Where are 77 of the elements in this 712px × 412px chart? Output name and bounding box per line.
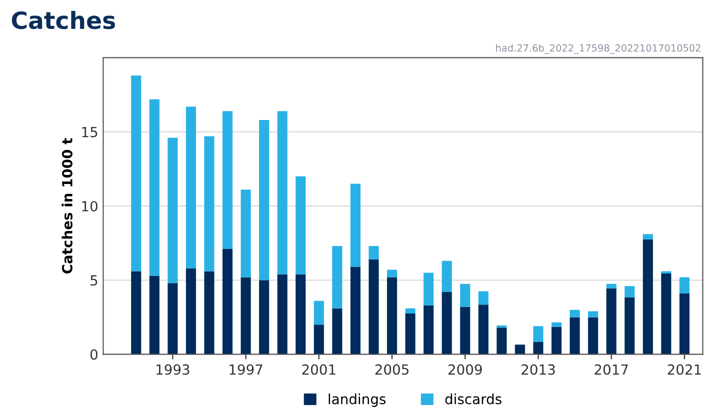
bar bbox=[186, 268, 196, 354]
x-tick-label: 1993 bbox=[156, 364, 190, 375]
bar bbox=[514, 344, 525, 354]
bar bbox=[204, 136, 214, 272]
bar bbox=[240, 277, 251, 354]
y-tick-label: 0 bbox=[90, 349, 98, 360]
y-tick-label: 5 bbox=[90, 275, 98, 286]
bar bbox=[332, 308, 342, 354]
bar bbox=[350, 184, 360, 267]
x-tick-label: 2017 bbox=[594, 364, 628, 375]
bar bbox=[496, 328, 507, 354]
bar bbox=[551, 326, 562, 354]
bar bbox=[259, 280, 270, 354]
bar bbox=[368, 259, 379, 354]
bar bbox=[222, 111, 233, 250]
bar bbox=[442, 260, 452, 292]
bar bbox=[387, 270, 398, 278]
bar bbox=[332, 246, 342, 308]
bar bbox=[296, 274, 306, 354]
x-tick-label: 2013 bbox=[522, 364, 555, 375]
bar bbox=[368, 246, 379, 260]
y-tick-label: 15 bbox=[82, 126, 98, 138]
bar bbox=[314, 324, 324, 354]
bar bbox=[168, 283, 178, 354]
bar bbox=[624, 297, 635, 354]
bar bbox=[186, 106, 196, 268]
bar bbox=[496, 325, 507, 328]
bar bbox=[588, 311, 598, 318]
bar bbox=[624, 286, 635, 298]
bar bbox=[442, 292, 452, 354]
bar bbox=[570, 310, 580, 318]
bar bbox=[679, 294, 690, 354]
legend-label: discards bbox=[445, 394, 502, 404]
x-tick-label: 2021 bbox=[668, 364, 701, 375]
bar bbox=[460, 306, 470, 354]
bar bbox=[405, 308, 416, 314]
bar bbox=[277, 111, 288, 274]
bar bbox=[570, 317, 580, 354]
bar bbox=[478, 291, 488, 305]
bar bbox=[296, 176, 306, 274]
bar bbox=[131, 271, 142, 354]
bar bbox=[168, 138, 178, 284]
bar bbox=[240, 190, 251, 278]
y-axis-title: Catches in 1000 t bbox=[62, 138, 72, 274]
x-tick-label: 2005 bbox=[375, 364, 408, 375]
bar bbox=[314, 300, 324, 325]
x-tick-label: 2001 bbox=[302, 364, 336, 375]
bar bbox=[149, 99, 160, 276]
bar bbox=[350, 266, 360, 354]
bar bbox=[533, 326, 544, 342]
bar bbox=[387, 277, 398, 354]
bar bbox=[460, 284, 470, 307]
bar bbox=[478, 304, 488, 354]
legend-label: landings bbox=[328, 394, 386, 407]
bar bbox=[679, 277, 690, 294]
bar bbox=[222, 249, 233, 354]
bar bbox=[533, 342, 544, 354]
text: had.27.6b_2022_17598_20221017010502 bbox=[496, 44, 700, 54]
x-tick-label: 2009 bbox=[448, 364, 482, 375]
bar bbox=[588, 317, 598, 354]
bar bbox=[149, 276, 160, 354]
bar bbox=[642, 239, 653, 354]
bar bbox=[424, 305, 434, 354]
bar bbox=[606, 284, 616, 288]
bar bbox=[551, 322, 562, 327]
x-tick-label: 1997 bbox=[230, 364, 262, 375]
bar bbox=[405, 314, 416, 354]
bar bbox=[424, 272, 434, 306]
bar bbox=[131, 75, 142, 272]
bar bbox=[606, 288, 616, 354]
bar bbox=[642, 234, 653, 240]
y-tick-label: 10 bbox=[82, 200, 98, 212]
bar bbox=[661, 273, 672, 354]
bar bbox=[277, 274, 288, 354]
chart-title: Catches bbox=[12, 10, 115, 30]
bar bbox=[259, 120, 270, 280]
bar bbox=[204, 271, 214, 354]
